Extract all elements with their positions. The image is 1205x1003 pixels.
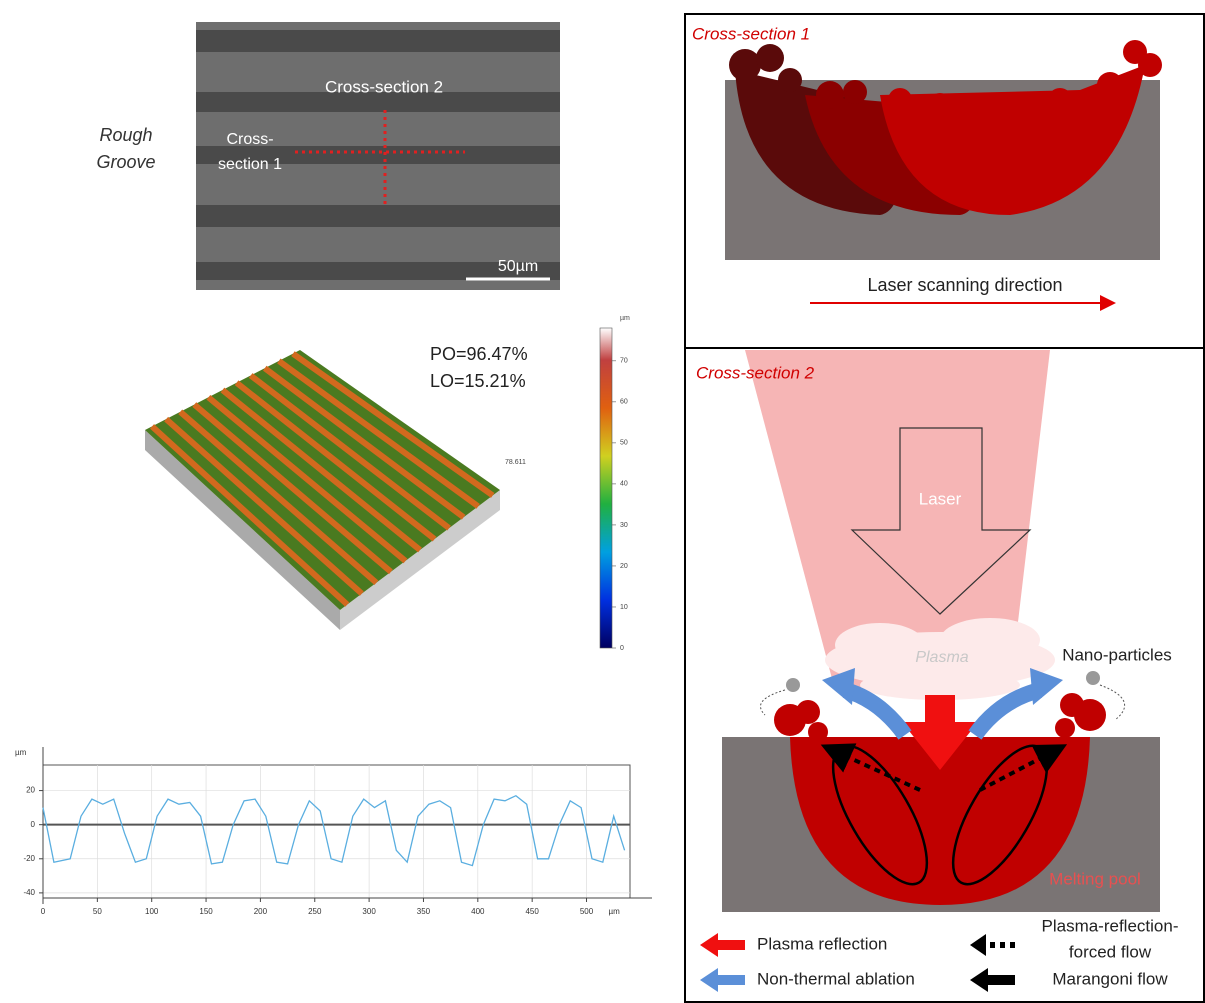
pool-label: Melting pool: [1049, 869, 1141, 888]
legend-label: Plasma-reflection-: [1042, 916, 1179, 935]
legend-label: Non-thermal ablation: [757, 969, 915, 988]
po-label: PO=96.47%: [430, 344, 528, 364]
panel-title: Cross-section 2: [696, 363, 815, 382]
particle: [1055, 718, 1075, 738]
x-tick-label: 350: [417, 907, 431, 916]
legend-label: forced flow: [1069, 942, 1152, 961]
x-tick-label: 200: [254, 907, 268, 916]
x-tick-label: 400: [471, 907, 485, 916]
laser-label: Laser: [919, 489, 962, 508]
nano-label: Nano-particles: [1062, 645, 1172, 664]
sample-label: Groove: [96, 152, 155, 172]
particle: [816, 81, 844, 109]
colorbar-tick-label: 20: [620, 563, 628, 570]
y-tick-label: 20: [26, 786, 35, 795]
x-tick-label: 150: [199, 907, 213, 916]
x-tick-label: 0: [41, 907, 46, 916]
x-tick-label: 250: [308, 907, 322, 916]
particle: [888, 88, 912, 112]
scale-bar-label: 50µm: [498, 258, 538, 275]
plasma-label: Plasma: [915, 649, 968, 666]
colorbar-tick-label: 10: [620, 604, 628, 611]
particle: [843, 80, 867, 104]
profile-chart: 0 50 100 150 200 250 300 350 400 450 500 -40 -20 0 20 µ…: [15, 747, 652, 916]
colorbar-tick-label: 60: [620, 399, 628, 406]
y-tick-label: 0: [31, 820, 36, 829]
particle: [1097, 72, 1123, 98]
particle: [1009, 97, 1031, 119]
groove: [196, 30, 560, 52]
section-label: Cross-: [226, 131, 273, 148]
groove: [196, 205, 560, 227]
y-tick-label: -20: [23, 854, 35, 863]
nano-particle: [1086, 671, 1100, 685]
y-unit: µm: [15, 748, 27, 757]
particle: [756, 44, 784, 72]
section-label: Cross-section 2: [325, 77, 443, 96]
colorbar-tick-label: 0: [620, 645, 624, 652]
particle: [729, 49, 761, 81]
max-label: 78.611: [505, 459, 526, 466]
particle: [778, 68, 802, 92]
section-label: section 1: [218, 156, 282, 173]
legend-label: Plasma reflection: [757, 934, 887, 953]
x-tick-label: 500: [580, 907, 594, 916]
colorbar: [600, 328, 612, 648]
particle: [969, 97, 991, 119]
nano-particle: [786, 678, 800, 692]
plot-area: [43, 765, 630, 898]
arrow-label: Laser scanning direction: [867, 275, 1062, 295]
particle: [808, 722, 828, 742]
colorbar-tick-label: 50: [620, 440, 628, 447]
colorbar-tick-label: 30: [620, 522, 628, 529]
particle: [928, 93, 952, 117]
colorbar-tick-label: 70: [620, 358, 628, 365]
x-tick-label: 300: [362, 907, 376, 916]
particle: [796, 700, 820, 724]
x-tick-label: 450: [525, 907, 539, 916]
y-tick-label: -40: [23, 888, 35, 897]
sample-label: Rough: [99, 125, 152, 145]
figure: Rough Groove Cross-section 2 Cross- sect…: [0, 0, 1205, 1003]
legend-label: Marangoni flow: [1052, 969, 1168, 988]
x-unit: µm: [609, 907, 621, 916]
x-tick-label: 50: [93, 907, 102, 916]
lo-label: LO=15.21%: [430, 371, 526, 391]
panel-title: Cross-section 1: [692, 24, 810, 43]
particle: [1138, 53, 1162, 77]
particle: [1048, 88, 1072, 112]
particle: [1060, 693, 1084, 717]
colorbar-tick-label: 40: [620, 481, 628, 488]
cloud: [835, 623, 925, 667]
colorbar-unit: µm: [620, 315, 630, 322]
x-tick-label: 100: [145, 907, 159, 916]
